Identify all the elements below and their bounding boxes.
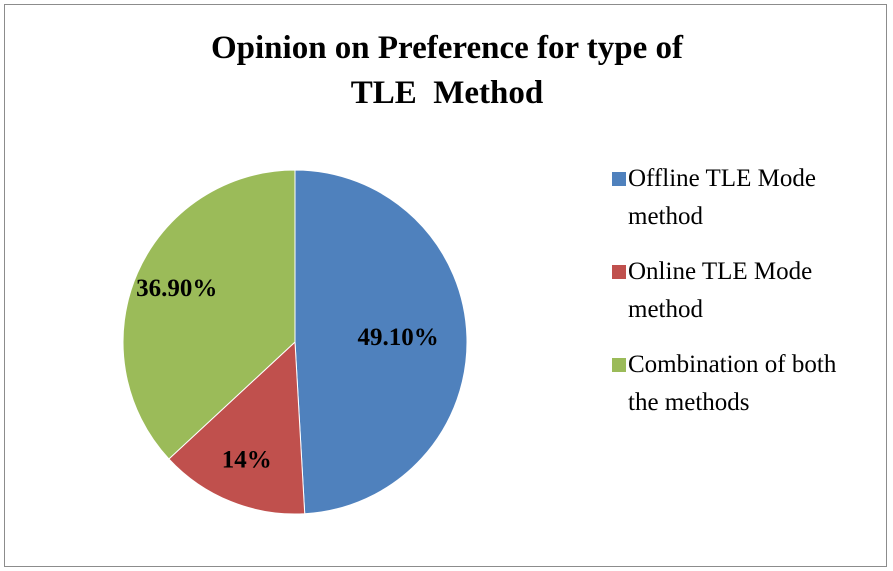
chart-title: Opinion on Preference for type of TLE Me… <box>210 30 691 111</box>
legend-label: Online TLE Mode method <box>628 258 813 323</box>
data-label: 49.10% <box>358 324 439 351</box>
chart-frame <box>4 4 887 567</box>
legend-swatch <box>612 265 626 279</box>
data-label: 36.90% <box>136 275 217 302</box>
pie-slice <box>294 169 468 515</box>
pie-slice <box>122 169 296 460</box>
pie-slice <box>168 340 306 515</box>
legend-item: Combination of both the methods <box>612 346 862 422</box>
legend-item: Online TLE Mode method <box>612 253 862 329</box>
legend-swatch <box>612 358 626 372</box>
legend-label: Offline TLE Mode method <box>628 165 816 230</box>
legend-label: Combination of both the methods <box>628 351 837 416</box>
data-label: 14% <box>222 446 272 473</box>
legend-swatch <box>612 172 626 186</box>
legend-item: Offline TLE Mode method <box>612 160 862 236</box>
